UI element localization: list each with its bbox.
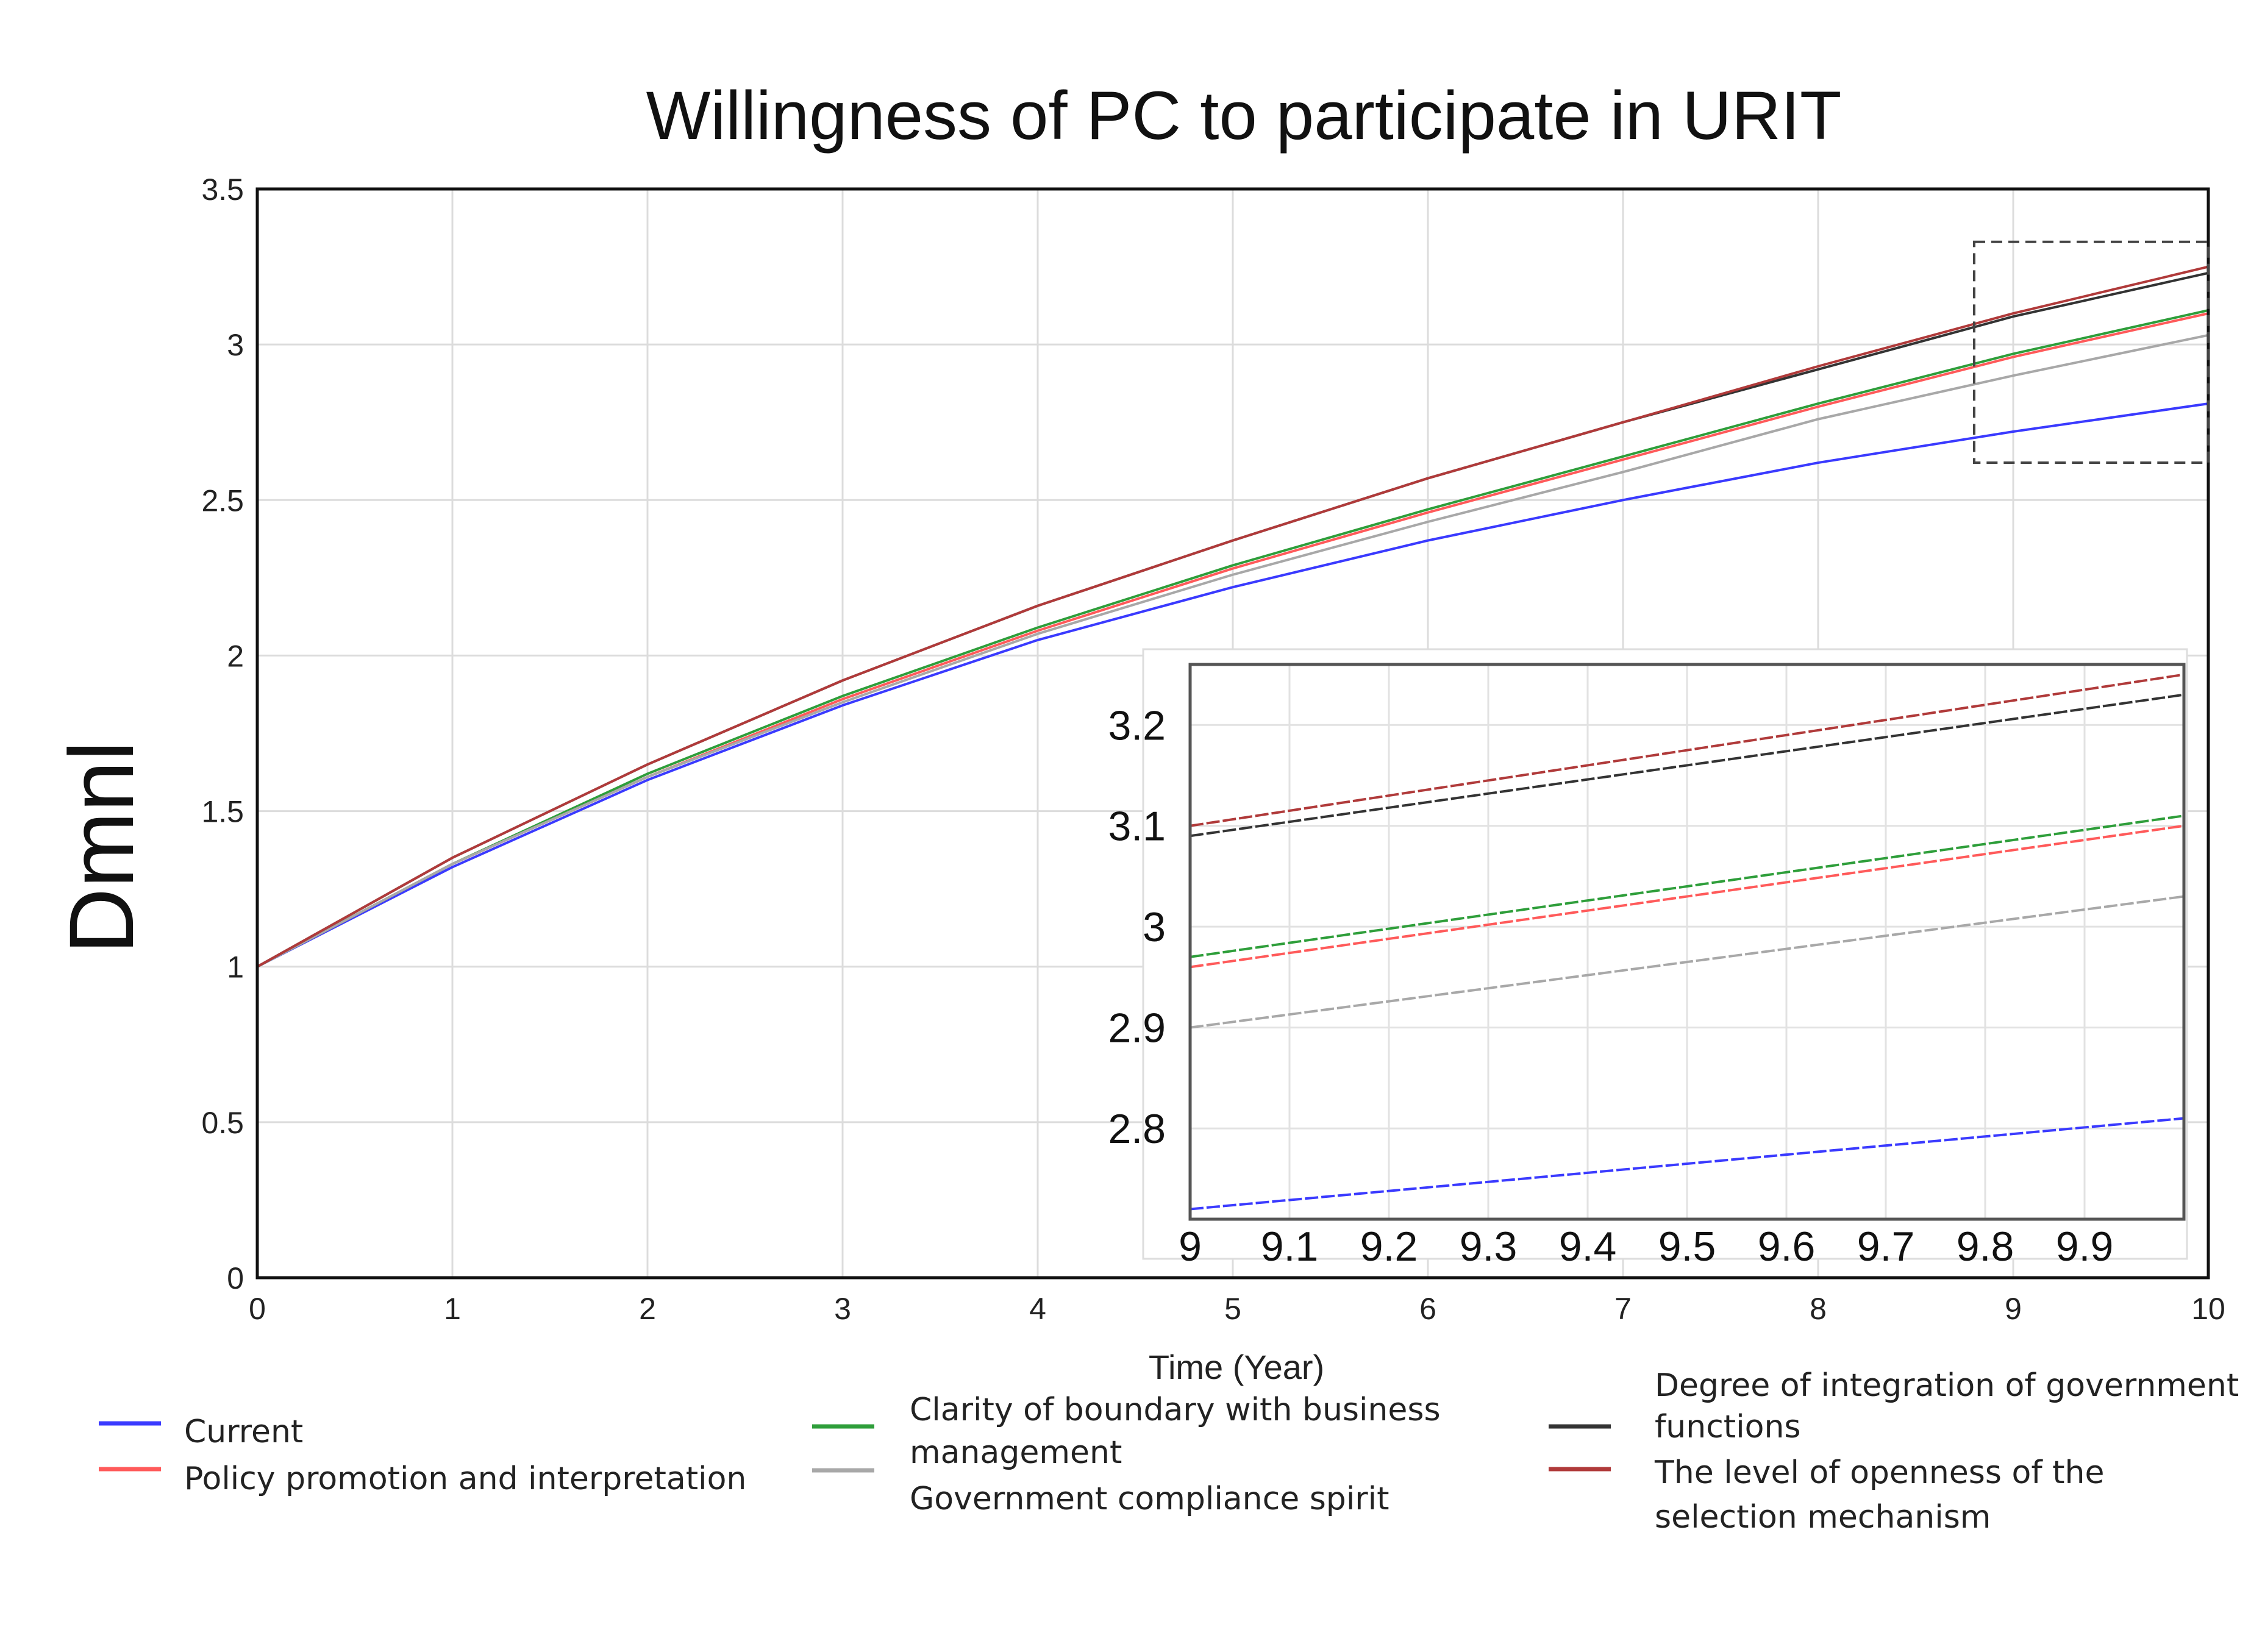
legend-label: selection mechanism	[1655, 1499, 1991, 1536]
series-line	[257, 265, 2209, 968]
legend-label: management	[910, 1434, 1122, 1471]
y-tick-label: 3	[227, 328, 244, 362]
x-tick-label: 4	[1029, 1292, 1046, 1326]
legend-label: The level of openness of the	[1654, 1454, 2105, 1491]
inset-x-tick-label: 9.4	[1559, 1223, 1617, 1270]
y-tick-label: 2	[227, 639, 244, 673]
chart-title: Willingness of PC to participate in URIT	[646, 77, 1842, 154]
legend-label: Policy promotion and interpretation	[184, 1461, 746, 1497]
x-tick-label: 5	[1224, 1292, 1241, 1326]
legend-label: Government compliance spirit	[910, 1481, 1389, 1517]
inset-y-tick-label: 3.2	[1108, 702, 1166, 749]
inset-x-tick-label: 9.6	[1758, 1223, 1816, 1270]
x-tick-label: 7	[1614, 1292, 1632, 1326]
inset-x-tick-label: 9.3	[1460, 1223, 1518, 1270]
legend-label: Degree of integration of government	[1655, 1367, 2239, 1404]
inset-background	[1142, 648, 2188, 1260]
inset-x-tick-label: 9.9	[2056, 1223, 2114, 1270]
main-series	[257, 265, 2209, 968]
legend-label: functions	[1655, 1409, 1801, 1445]
x-tick-label: 9	[2005, 1292, 2022, 1326]
y-axis-label: Dmnl	[50, 741, 152, 954]
legend-label: Current	[184, 1414, 303, 1450]
inset-series-line	[1190, 895, 2185, 1029]
inset-series	[1190, 673, 2185, 1211]
inset-chart: 9 9.1 9.2 9.3 9.4 9.5 9.6 9.7 9.8 9.9 2.8 2.9 3 3.1 3.…	[1108, 648, 2188, 1270]
y-tick-label: 1.5	[201, 795, 244, 829]
inset-x-tick-label: 9.5	[1658, 1223, 1716, 1270]
x-axis-label: Time (Year)	[1149, 1348, 1324, 1386]
series-line	[257, 309, 2209, 968]
inset-x-tick-label: 9.7	[1857, 1223, 1915, 1270]
inset-y-tick-label: 2.8	[1108, 1106, 1166, 1152]
inset-ticks: 9 9.1 9.2 9.3 9.4 9.5 9.6 9.7 9.8 9.9 2.8 2.9 3 3.1 3.…	[1108, 702, 2113, 1270]
legend: Current Policy promotion and interpretati…	[99, 1367, 2239, 1536]
x-tick-label: 0	[249, 1292, 266, 1326]
inset-series-line	[1190, 824, 2185, 969]
plot-frame	[255, 187, 2210, 1280]
y-tick-label: 0.5	[201, 1106, 244, 1140]
inset-series-line	[1190, 673, 2185, 827]
x-tick-label: 10	[2191, 1292, 2225, 1326]
x-tick-label: 1	[444, 1292, 461, 1326]
inset-frame	[1188, 663, 2186, 1221]
y-tick-label: 3.5	[201, 173, 244, 207]
x-tick-label: 2	[639, 1292, 656, 1326]
series-line	[257, 402, 2209, 968]
inset-series-line	[1190, 1117, 2185, 1211]
x-tick-label: 6	[1419, 1292, 1436, 1326]
x-tick-label: 8	[1810, 1292, 1827, 1326]
inset-x-tick-label: 9	[1179, 1223, 1202, 1270]
y-tick-label: 1	[227, 950, 244, 984]
x-tick-label: 3	[834, 1292, 851, 1326]
inset-y-tick-label: 3.1	[1108, 803, 1166, 850]
inset-series-line	[1190, 814, 2185, 958]
inset-y-tick-label: 3	[1143, 904, 1166, 950]
series-line	[257, 333, 2209, 968]
inset-x-tick-label: 9.2	[1360, 1223, 1418, 1270]
zoom-region-box	[1973, 240, 2210, 465]
main-ticks: 0 1 2 3 4 5 6 7 8 9 10 0 0.5 1 1.5 2 2.5 3 3.5	[201, 173, 2225, 1326]
y-tick-label: 2.5	[201, 483, 244, 518]
inset-series-line	[1190, 693, 2185, 838]
inset-y-tick-label: 2.9	[1108, 1005, 1166, 1052]
inset-x-tick-label: 9.1	[1261, 1223, 1319, 1270]
legend-label: Clarity of boundary with business	[910, 1392, 1441, 1428]
inset-x-tick-label: 9.8	[1957, 1223, 2014, 1270]
y-tick-label: 0	[227, 1261, 244, 1295]
